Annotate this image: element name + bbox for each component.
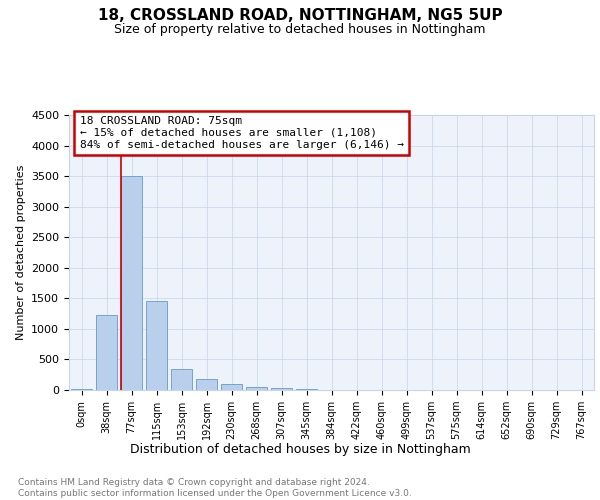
Bar (96, 315, 117, 390)
Bar (171, 369, 192, 390)
Text: 18, CROSSLAND ROAD, NOTTINGHAM, NG5 5UP: 18, CROSSLAND ROAD, NOTTINGHAM, NG5 5UP (98, 8, 502, 22)
Bar (196, 380, 217, 390)
Bar (296, 389, 317, 390)
Bar (146, 301, 167, 390)
Text: Contains HM Land Registry data © Crown copyright and database right 2024.
Contai: Contains HM Land Registry data © Crown c… (18, 478, 412, 498)
Bar (221, 384, 242, 390)
Text: 18 CROSSLAND ROAD: 75sqm
← 15% of detached houses are smaller (1,108)
84% of sem: 18 CROSSLAND ROAD: 75sqm ← 15% of detach… (79, 116, 404, 150)
Text: Size of property relative to detached houses in Nottingham: Size of property relative to detached ho… (114, 22, 486, 36)
Y-axis label: Number of detached properties: Number of detached properties (16, 165, 26, 340)
Bar (246, 387, 267, 390)
Bar (271, 388, 292, 390)
Bar (121, 176, 142, 390)
Text: Distribution of detached houses by size in Nottingham: Distribution of detached houses by size … (130, 442, 470, 456)
